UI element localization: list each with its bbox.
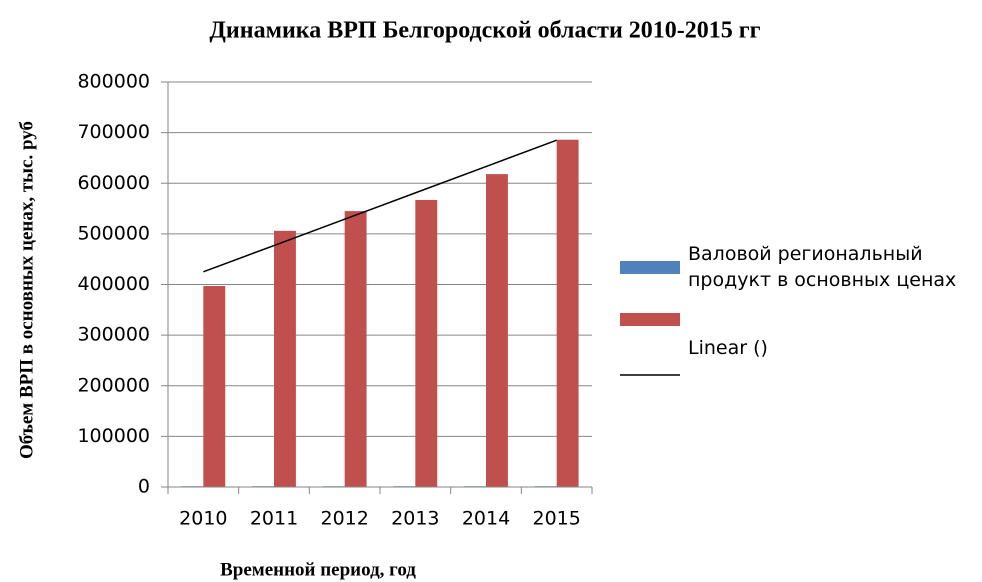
y-tick-label: 100000 xyxy=(77,425,150,447)
y-axis-title: Объем ВРП в основных ценах, тыс. руб xyxy=(16,121,37,459)
y-tick-label: 400000 xyxy=(77,273,150,295)
chart-title: Динамика ВРП Белгородской области 2010-2… xyxy=(209,18,760,44)
bar xyxy=(203,286,226,487)
x-tick-label: 2012 xyxy=(320,508,368,530)
y-tick-label: 800000 xyxy=(77,71,150,93)
y-tick-label: 300000 xyxy=(77,324,150,346)
y-tick-label: 700000 xyxy=(77,121,150,143)
bar xyxy=(274,230,296,487)
bar xyxy=(415,199,438,488)
x-tick-label: 2014 xyxy=(462,508,510,530)
legend-label: Linear () xyxy=(688,337,768,359)
x-axis-title: Временной период, год xyxy=(220,559,416,580)
x-tick-label: 2010 xyxy=(179,508,227,530)
bar xyxy=(486,174,508,487)
legend-swatch xyxy=(620,313,680,326)
x-tick-label: 2015 xyxy=(532,508,580,530)
y-tick-label: 200000 xyxy=(77,374,150,396)
legend-label: Валовой региональный продукт в основных … xyxy=(688,243,957,291)
bar xyxy=(556,139,579,487)
bar xyxy=(344,211,367,487)
trend-line xyxy=(203,139,557,273)
y-tick-label: 0 xyxy=(138,476,150,498)
x-tick-label: 2013 xyxy=(391,508,439,530)
x-tick-label: 2011 xyxy=(250,508,298,530)
y-tick-label: 600000 xyxy=(77,172,150,194)
y-tick-label: 500000 xyxy=(77,222,150,244)
legend-swatch xyxy=(620,261,680,274)
